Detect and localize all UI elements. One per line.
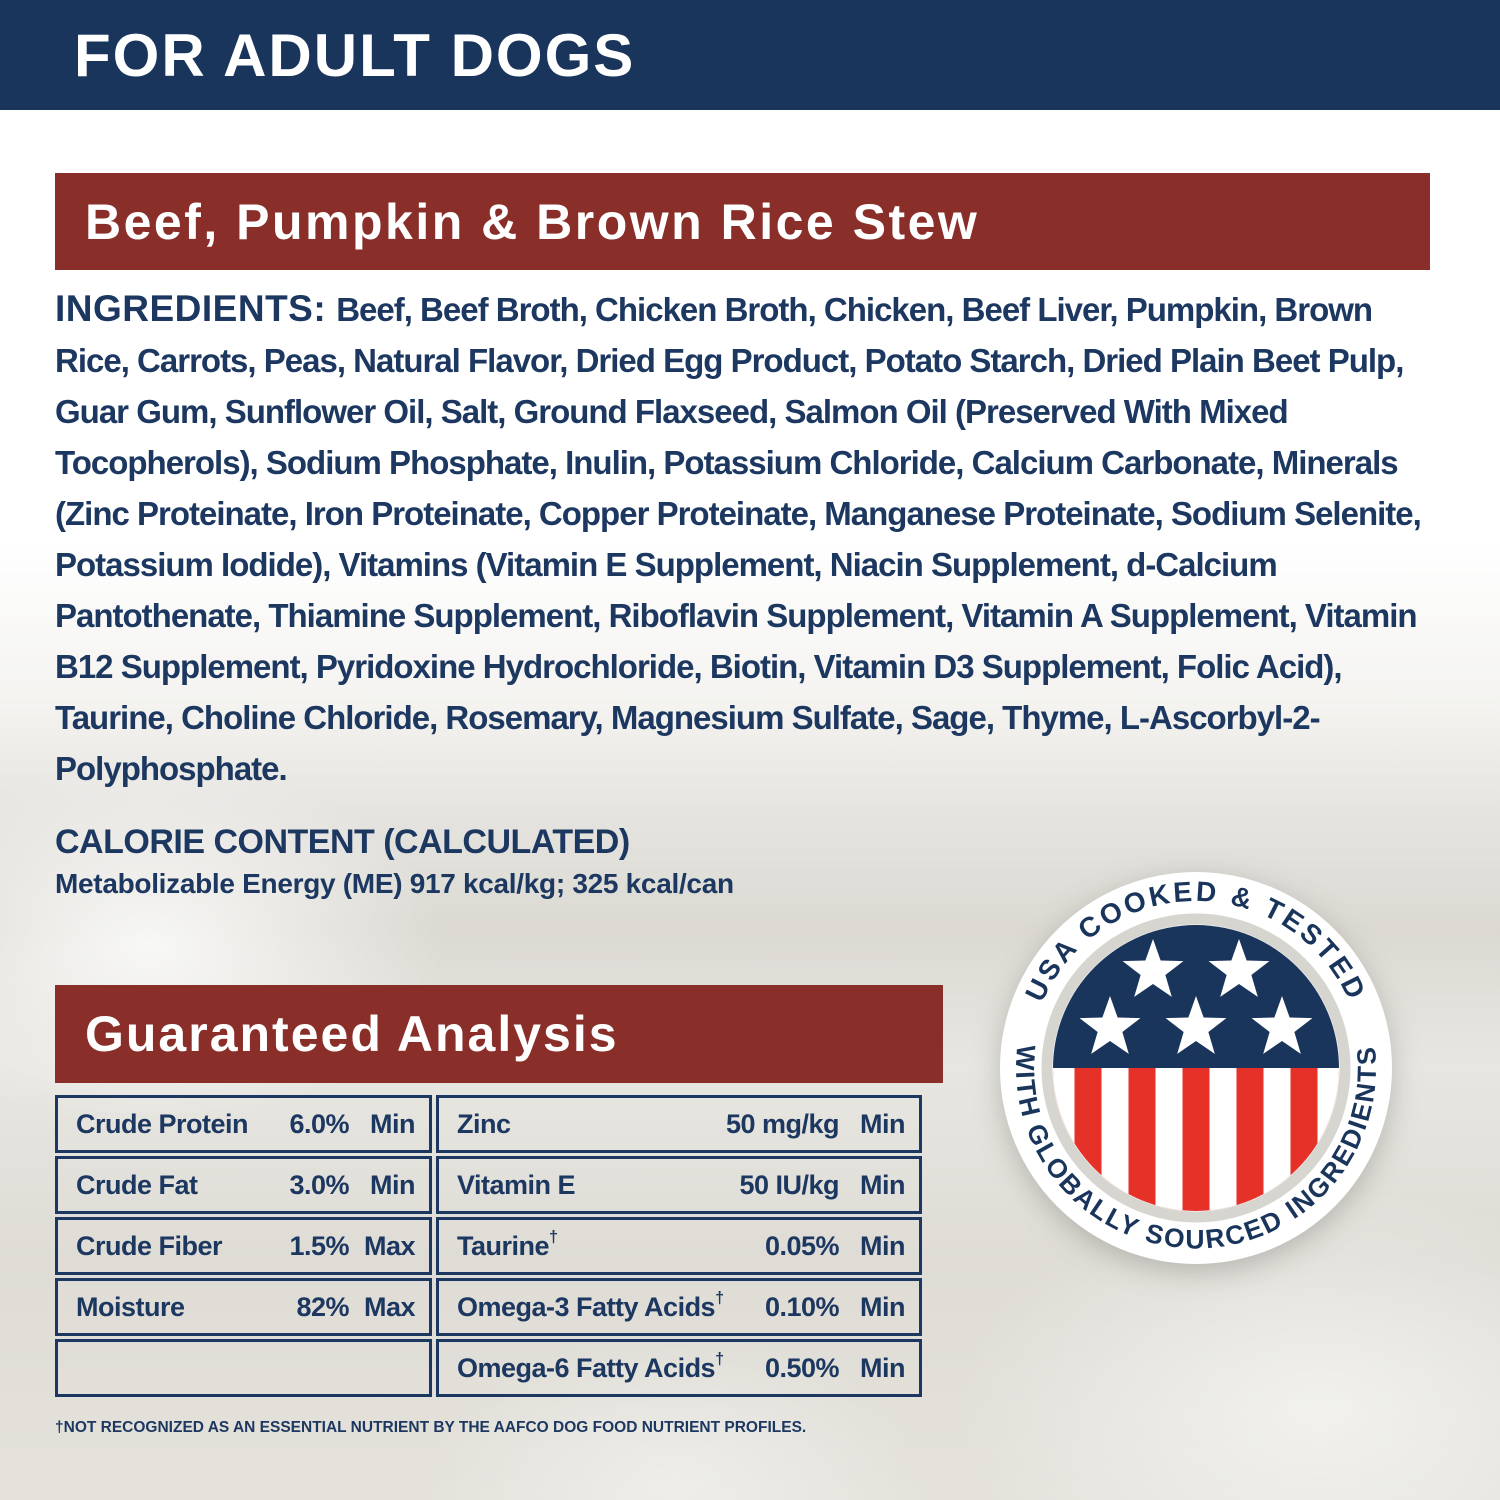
table-row: Crude Protein 6.0% Min (55, 1095, 432, 1153)
calorie-content-detail: Metabolizable Energy (ME) 917 kcal/kg; 3… (55, 868, 734, 899)
guaranteed-analysis-table: Crude Protein 6.0% Min Crude Fat 3.0% Mi… (55, 1095, 922, 1397)
table-row-empty (55, 1339, 432, 1397)
ingredients-text: Beef, Beef Broth, Chicken Broth, Chicken… (55, 291, 1422, 787)
nutrient-label: Vitamin E (457, 1169, 576, 1200)
nutrient-label: Crude Fiber (76, 1230, 223, 1261)
nutrient-value: 0.10% (764, 1291, 840, 1322)
nutrient-qualifier: Min (370, 1169, 416, 1200)
product-title: Beef, Pumpkin & Brown Rice Stew (85, 193, 980, 250)
top-banner-text: FOR ADULT DOGS (74, 21, 636, 89)
nutrient-qualifier: Min (370, 1108, 416, 1139)
usa-cooked-tested-badge-icon: USA COOKED & TESTED WITH GLOBALLY SOURCE… (1000, 872, 1392, 1264)
analysis-left-column: Crude Protein 6.0% Min Crude Fat 3.0% Mi… (55, 1095, 432, 1397)
nutrient-label: Crude Fat (76, 1169, 198, 1200)
dagger-mark: † (715, 1289, 725, 1308)
nutrient-label: Moisture (76, 1291, 185, 1322)
nutrient-value: 50 IU/kg (739, 1169, 839, 1200)
nutrient-qualifier: Min (860, 1169, 906, 1200)
nutrient-label: Zinc (457, 1108, 511, 1139)
nutrient-qualifier: Max (363, 1291, 416, 1322)
nutrient-label: Omega-6 Fatty Acids (457, 1352, 716, 1383)
nutrient-qualifier: Min (860, 1230, 906, 1261)
nutrient-value: 0.05% (764, 1230, 840, 1261)
nutrient-label: Crude Protein (76, 1108, 249, 1139)
ingredients-label: INGREDIENTS: (55, 288, 327, 329)
nutrient-value: 0.50% (764, 1352, 840, 1383)
guaranteed-analysis-heading: Guaranteed Analysis (85, 1006, 619, 1062)
nutrient-qualifier: Min (860, 1291, 906, 1322)
nutrient-label: Taurine (457, 1230, 550, 1261)
top-banner: FOR ADULT DOGS (0, 0, 1500, 110)
aafco-footnote: †NOT RECOGNIZED AS AN ESSENTIAL NUTRIENT… (55, 1419, 807, 1436)
nutrient-value: 82% (296, 1291, 349, 1322)
nutrient-value: 1.5% (289, 1230, 349, 1261)
table-row: Taurine † 0.05% Min (436, 1217, 922, 1275)
nutrient-label: Omega-3 Fatty Acids (457, 1291, 716, 1322)
analysis-right-column: Zinc 50 mg/kg Min Vitamin E 50 IU/kg Min… (436, 1095, 922, 1397)
calorie-content-section: CALORIE CONTENT (CALCULATED) Metabolizab… (55, 820, 734, 904)
nutrient-value: 3.0% (289, 1169, 349, 1200)
dagger-mark: † (715, 1350, 725, 1369)
nutrient-qualifier: Min (860, 1108, 906, 1139)
ingredients-paragraph: INGREDIENTS: Beef, Beef Broth, Chicken Br… (55, 283, 1450, 794)
dagger-mark: † (549, 1228, 559, 1247)
product-title-band: Beef, Pumpkin & Brown Rice Stew (55, 173, 1430, 270)
table-row: Zinc 50 mg/kg Min (436, 1095, 922, 1153)
guaranteed-analysis-band: Guaranteed Analysis (55, 985, 943, 1083)
table-row: Moisture 82% Max (55, 1278, 432, 1336)
nutrient-qualifier: Max (363, 1230, 416, 1261)
nutrient-qualifier: Min (860, 1352, 906, 1383)
nutrient-value: 50 mg/kg (725, 1108, 840, 1139)
table-row: Crude Fat 3.0% Min (55, 1156, 432, 1214)
table-row: Crude Fiber 1.5% Max (55, 1217, 432, 1275)
calorie-content-heading: CALORIE CONTENT (CALCULATED) (55, 823, 630, 861)
table-row: Omega-3 Fatty Acids † 0.10% Min (436, 1278, 922, 1336)
table-row: Omega-6 Fatty Acids † 0.50% Min (436, 1339, 922, 1397)
nutrient-value: 6.0% (289, 1108, 349, 1139)
table-row: Vitamin E 50 IU/kg Min (436, 1156, 922, 1214)
